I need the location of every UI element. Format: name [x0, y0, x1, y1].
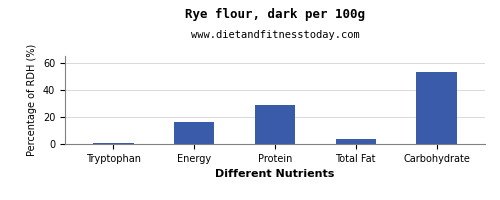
Text: www.dietandfitnesstoday.com: www.dietandfitnesstoday.com [190, 30, 360, 40]
Bar [255, 105, 295, 144]
Bar [416, 72, 457, 144]
Bar [336, 139, 376, 144]
Bar [174, 122, 214, 144]
Y-axis label: Percentage of RDH (%): Percentage of RDH (%) [28, 44, 38, 156]
Bar [94, 143, 134, 144]
Text: Rye flour, dark per 100g: Rye flour, dark per 100g [185, 8, 365, 21]
X-axis label: Different Nutrients: Different Nutrients [216, 169, 334, 179]
